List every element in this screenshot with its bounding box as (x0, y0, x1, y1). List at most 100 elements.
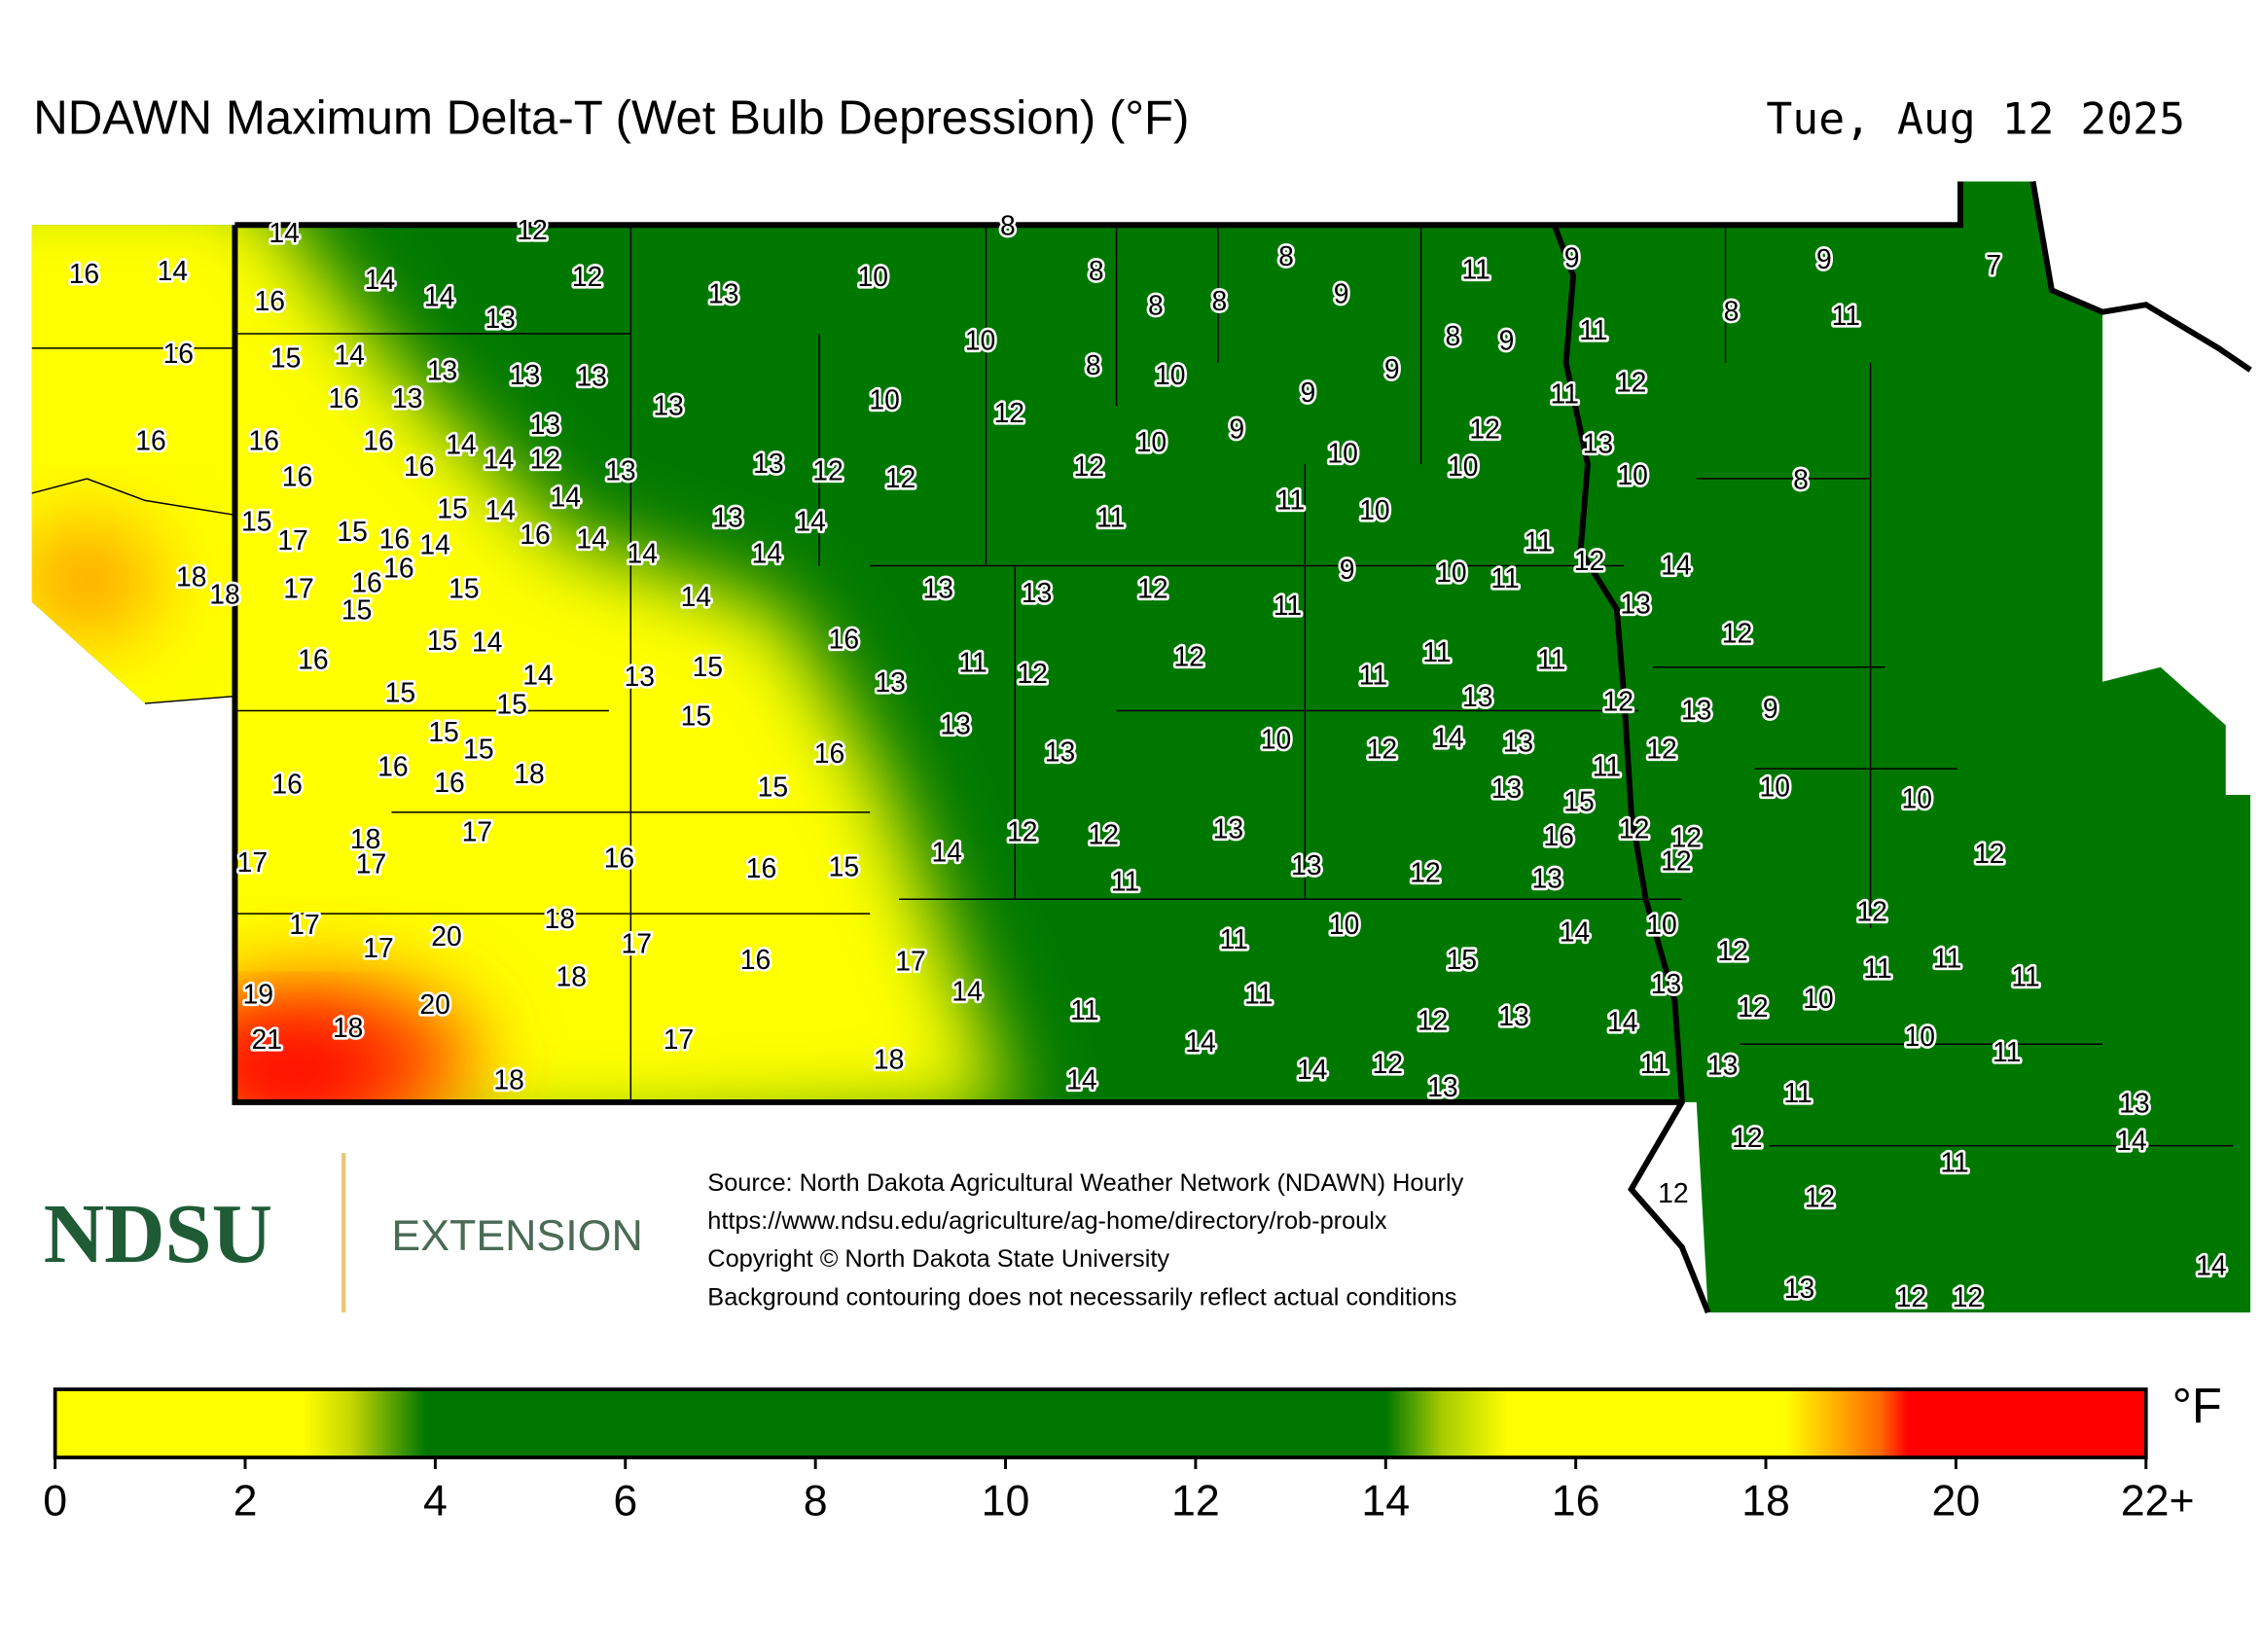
station-value: 12 (885, 462, 916, 493)
station-value: 14 (334, 339, 364, 370)
station-value: 11 (1640, 1048, 1669, 1079)
station-value: 15 (829, 850, 859, 881)
station-value: 12 (1722, 617, 1752, 648)
source-line: Background contouring does not necessari… (707, 1283, 1456, 1311)
station-value: 12 (1671, 822, 1702, 853)
station-value: 16 (814, 737, 844, 769)
station-value: 13 (1620, 589, 1650, 620)
station-value: 9 (1816, 243, 1832, 274)
station-value: 11 (1096, 501, 1125, 532)
station-value: 18 (493, 1064, 523, 1095)
station-value: 15 (463, 734, 493, 765)
station-value: 16 (328, 382, 358, 413)
station-value: 12 (1603, 686, 1634, 717)
station-value: 13 (712, 501, 742, 532)
station-value: 10 (1359, 494, 1389, 525)
station-value: 16 (69, 258, 99, 289)
station-value: 17 (664, 1024, 694, 1055)
station-value: 14 (1433, 722, 1463, 753)
station-value: 11 (1593, 751, 1621, 782)
station-value: 15 (449, 572, 479, 603)
colorbar-tick-label: 6 (613, 1478, 637, 1526)
station-value: 15 (693, 651, 723, 682)
station-value: 10 (1902, 782, 1932, 813)
station-value: 9 (1300, 377, 1315, 408)
station-value: 17 (895, 945, 925, 976)
colorbar-tick-label: 8 (804, 1478, 828, 1526)
station-value: 13 (1784, 1273, 1814, 1304)
station-value: 12 (1088, 819, 1118, 850)
station-value: 11 (1274, 590, 1302, 621)
colorbar-ticks: 0 2 4 6 8 10 12 14 16 18 20 22+ (43, 1457, 2195, 1526)
station-value: 11 (1933, 942, 1961, 973)
station-value: 14 (627, 538, 657, 569)
station-value: 17 (622, 927, 652, 958)
station-value: 12 (1805, 1181, 1835, 1212)
station-value: 17 (462, 816, 492, 847)
station-value: 10 (1436, 557, 1466, 588)
station-value: 11 (2011, 961, 2039, 992)
station-value: 13 (1681, 694, 1711, 725)
station-value: 11 (1070, 994, 1098, 1025)
station-value: 15 (427, 625, 457, 656)
station-value: 14 (1185, 1026, 1215, 1058)
station-value: 11 (1783, 1077, 1812, 1108)
colorbar-unit: °F (2172, 1378, 2222, 1433)
station-value: 9 (1384, 353, 1400, 384)
station-value: 12 (1896, 1281, 1926, 1312)
station-value: 20 (431, 920, 461, 952)
station-value: 12 (1137, 572, 1167, 603)
station-value: 10 (1905, 1021, 1935, 1052)
colorbar-tick-label: 10 (982, 1478, 1030, 1526)
station-value: 14 (681, 581, 711, 612)
station-value: 15 (270, 341, 301, 373)
station-value: 12 (517, 214, 547, 245)
station-value: 15 (341, 594, 372, 626)
station-value: 12 (572, 261, 602, 292)
station-value: 13 (576, 361, 606, 392)
station-value: 16 (604, 843, 634, 874)
station-value: 9 (1763, 693, 1778, 724)
station-value: 16 (282, 461, 312, 492)
station-value: 14 (2196, 1249, 2226, 1280)
source-line: https://www.ndsu.edu/agriculture/ag-home… (707, 1207, 1387, 1235)
station-value: 13 (1491, 772, 1522, 804)
station-value: 12 (530, 444, 560, 475)
station-value: 14 (472, 626, 502, 657)
station-value: 8 (1000, 210, 1016, 241)
station-value: 10 (1646, 909, 1676, 940)
station-value: 12 (1856, 896, 1886, 927)
station-value: 15 (496, 689, 526, 720)
station-value: 18 (333, 1012, 363, 1043)
station-value: 11 (1244, 979, 1273, 1010)
station-value: 13 (708, 278, 738, 309)
station-value: 11 (1490, 562, 1519, 593)
station-value: 8 (1445, 320, 1460, 351)
station-value: 13 (1427, 1071, 1457, 1102)
station-value: 11 (1359, 660, 1387, 691)
station-value: 11 (1422, 636, 1451, 667)
station-value: 9 (1499, 324, 1515, 355)
station-value: 10 (1261, 723, 1291, 754)
station-value: 13 (940, 708, 970, 739)
station-value: 13 (427, 355, 457, 386)
station-value: 12 (812, 455, 843, 486)
station-value: 11 (1276, 484, 1305, 515)
station-value: 17 (356, 847, 386, 879)
source-line: Copyright © North Dakota State Universit… (707, 1245, 1169, 1273)
station-value: 11 (958, 646, 987, 677)
station-value: 17 (237, 846, 268, 878)
station-value: 12 (1373, 1048, 1403, 1079)
station-value: 14 (795, 506, 825, 537)
station-value: 18 (350, 823, 380, 854)
station-value: 18 (556, 961, 586, 992)
station-value: 13 (392, 382, 422, 413)
station-value: 15 (1447, 944, 1477, 975)
station-value: 8 (1089, 255, 1104, 286)
station-value: 14 (365, 264, 395, 295)
station-value: 12 (1017, 658, 1047, 689)
station-value: 15 (385, 677, 415, 708)
station-value: 8 (1212, 285, 1228, 316)
